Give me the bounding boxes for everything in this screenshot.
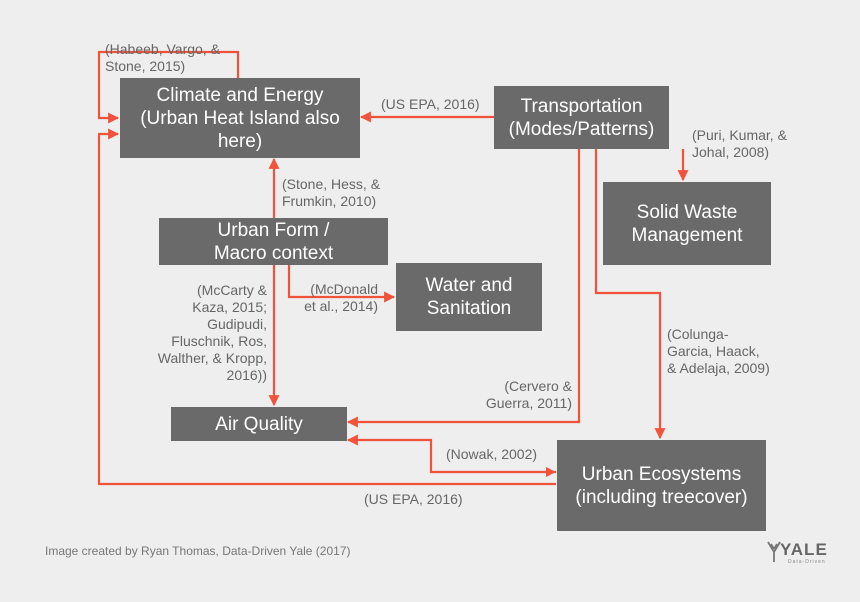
node-air-quality: Air Quality xyxy=(171,407,347,441)
citation-cervero: (Cervero & Guerra, 2011) xyxy=(485,378,572,411)
citation-puri: (Puri, Kumar, & Johal, 2008) xyxy=(692,127,787,160)
arrow-ecosystems-air-twoway xyxy=(346,434,556,474)
arrow-transport-to-air xyxy=(346,149,581,428)
arrow-urbanform-to-water xyxy=(287,265,396,303)
yale-tree-icon xyxy=(767,541,781,562)
node-climate-energy: Climate and Energy (Urban Heat Island al… xyxy=(120,78,360,158)
citation-habeeb: (Habeeb, Vargo, & Stone, 2015) xyxy=(105,41,220,74)
citation-mccarty: (McCarty & Kaza, 2015; Gudipudi, Fluschn… xyxy=(157,282,267,383)
node-transportation: Transportation (Modes/Patterns) xyxy=(494,86,669,149)
citation-us-epa-bottom: (US EPA, 2016) xyxy=(364,491,463,507)
node-solid-waste: Solid Waste Management xyxy=(603,182,771,265)
node-urban-form: Urban Form / Macro context xyxy=(159,218,388,265)
logo-subtext: Data-Driven xyxy=(788,559,826,565)
citation-colunga: (Colunga- Garcia, Haack, & Adelaja, 2009… xyxy=(667,326,770,376)
arrow-transport-to-ecosystems xyxy=(594,149,666,440)
citation-mcdonald: (McDonald et al., 2014) xyxy=(304,281,378,314)
node-water-sanitation: Water and Sanitation xyxy=(396,263,542,331)
node-urban-ecosystems: Urban Ecosystems (including treecover) xyxy=(557,440,766,531)
image-credit: Image created by Ryan Thomas, Data-Drive… xyxy=(45,544,351,558)
citation-us-epa-top: (US EPA, 2016) xyxy=(381,96,480,112)
arrow-habeeb-loop xyxy=(97,50,240,124)
logo-wordmark: YALE xyxy=(780,540,828,559)
yale-logo: YALE Data-Driven xyxy=(766,538,828,568)
citation-nowak: (Nowak, 2002) xyxy=(446,446,538,462)
arrowhead-ecosystems-nowak xyxy=(546,467,556,477)
arrow-ecosystems-to-climate xyxy=(97,128,556,486)
citation-stone: (Stone, Hess, & Frumkin, 2010) xyxy=(282,176,381,209)
